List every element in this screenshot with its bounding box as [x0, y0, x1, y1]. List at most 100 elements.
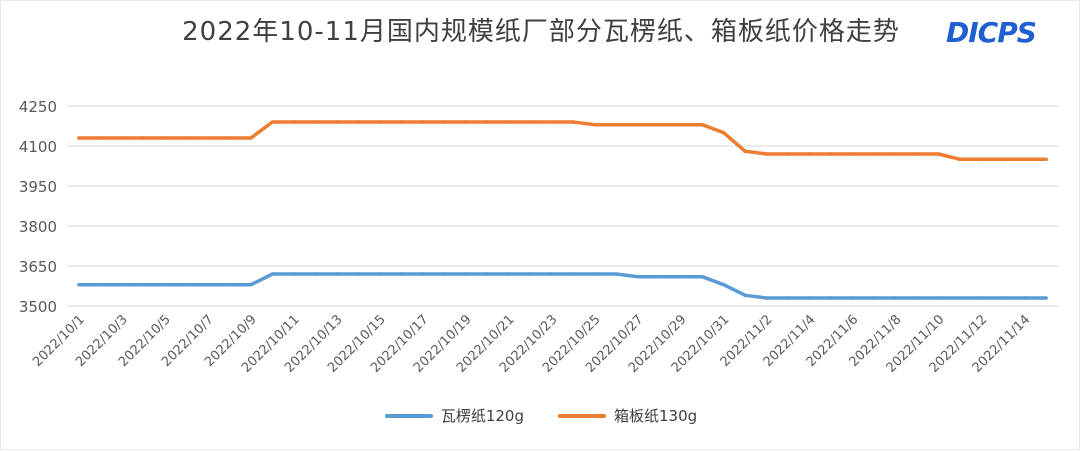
data-point-series-2: [378, 120, 382, 124]
data-point-series-1: [657, 274, 661, 279]
data-point-series-2: [313, 120, 318, 124]
data-point-series-2: [678, 122, 683, 127]
data-point-series-1: [721, 282, 726, 287]
data-point-series-2: [1044, 157, 1048, 162]
data-point-series-1: [506, 272, 511, 276]
data-point-series-2: [635, 122, 640, 127]
data-point-series-1: [700, 274, 704, 279]
data-point-series-2: [249, 136, 253, 140]
legend-label-series-2: 箱板纸130g: [614, 407, 698, 425]
series-lines: [77, 120, 1048, 300]
data-point-series-1: [893, 296, 898, 300]
data-point-series-2: [721, 130, 726, 135]
data-point-series-1: [313, 272, 318, 276]
data-point-series-2: [549, 120, 554, 124]
data-point-series-1: [464, 272, 468, 276]
data-point-series-1: [206, 282, 210, 287]
data-point-series-2: [421, 120, 425, 124]
data-point-series-1: [807, 296, 812, 300]
data-point-series-2: [700, 122, 704, 127]
legend-swatch-series-2: [558, 413, 606, 418]
legend: 瓦楞纸120g 箱板纸130g: [1, 405, 1080, 426]
data-point-series-1: [120, 282, 124, 287]
data-point-series-2: [1001, 157, 1005, 162]
data-point-series-1: [958, 296, 962, 300]
data-point-series-1: [485, 272, 490, 276]
data-point-series-1: [1044, 296, 1048, 300]
data-point-series-2: [592, 122, 597, 127]
data-point-series-1: [829, 296, 833, 300]
data-point-series-2: [979, 157, 984, 162]
data-point-series-2: [764, 152, 769, 156]
data-point-series-1: [184, 282, 189, 287]
legend-label-series-1: 瓦楞纸120g: [440, 407, 524, 425]
data-point-series-1: [571, 272, 576, 276]
data-point-series-1: [872, 296, 876, 300]
data-point-series-2: [184, 136, 189, 140]
data-point-series-1: [915, 296, 919, 300]
data-point-series-1: [227, 282, 232, 287]
data-point-series-2: [442, 120, 447, 124]
series-line-2: [77, 120, 1048, 162]
y-tick-label: 4100: [19, 138, 57, 156]
data-point-series-2: [807, 152, 812, 156]
series-line-1: [77, 272, 1048, 300]
y-tick-label: 4250: [19, 98, 57, 116]
data-point-series-1: [786, 296, 790, 300]
data-point-series-1: [936, 296, 941, 300]
legend-item-series-1: 瓦楞纸120g: [384, 405, 524, 426]
data-point-series-2: [270, 120, 275, 124]
data-point-series-2: [399, 120, 404, 124]
data-point-series-2: [163, 136, 167, 140]
chart-title: 2022年10-11月国内规模纸厂部分瓦楞纸、箱板纸价格走势: [182, 17, 900, 47]
data-point-series-2: [743, 149, 747, 154]
data-point-series-2: [893, 152, 898, 156]
data-point-series-2: [206, 136, 210, 140]
data-point-series-1: [163, 282, 167, 287]
data-point-series-1: [549, 272, 554, 276]
data-point-series-1: [592, 272, 597, 276]
data-point-series-1: [1022, 296, 1027, 300]
y-tick-label: 3650: [19, 258, 57, 276]
legend-swatch-series-1: [384, 413, 433, 418]
data-point-series-1: [528, 272, 533, 276]
data-point-series-2: [571, 120, 576, 124]
data-point-series-2: [614, 122, 619, 127]
data-point-series-2: [120, 136, 124, 140]
data-point-series-2: [335, 120, 339, 124]
data-point-series-2: [850, 152, 855, 156]
data-point-series-2: [936, 152, 941, 156]
data-point-series-1: [356, 272, 361, 276]
data-point-series-2: [292, 120, 296, 124]
data-point-series-2: [1022, 157, 1027, 162]
x-axis: 2022/10/12022/10/32022/10/52022/10/72022…: [30, 312, 1033, 376]
data-point-series-2: [485, 120, 490, 124]
y-tick-label: 3800: [19, 218, 57, 236]
cicps-logo: DICPS: [946, 16, 1037, 49]
data-point-series-1: [614, 272, 619, 276]
data-point-series-1: [850, 296, 855, 300]
data-point-series-2: [141, 136, 146, 140]
data-point-series-2: [227, 136, 232, 140]
data-point-series-2: [786, 152, 790, 156]
data-point-series-1: [77, 282, 81, 287]
data-point-series-2: [77, 136, 81, 140]
data-point-series-1: [292, 272, 296, 276]
data-point-series-1: [270, 272, 275, 276]
data-point-series-1: [979, 296, 984, 300]
data-point-series-2: [829, 152, 833, 156]
data-point-series-1: [141, 282, 146, 287]
data-point-series-2: [464, 120, 468, 124]
data-point-series-1: [743, 293, 747, 298]
data-point-series-1: [378, 272, 382, 276]
data-point-series-1: [249, 282, 253, 287]
data-point-series-1: [442, 272, 447, 276]
gridlines: [67, 105, 1059, 307]
data-point-series-2: [657, 122, 661, 127]
data-point-series-2: [356, 120, 361, 124]
data-point-series-2: [506, 120, 511, 124]
data-point-series-1: [678, 274, 683, 279]
data-point-series-1: [399, 272, 404, 276]
